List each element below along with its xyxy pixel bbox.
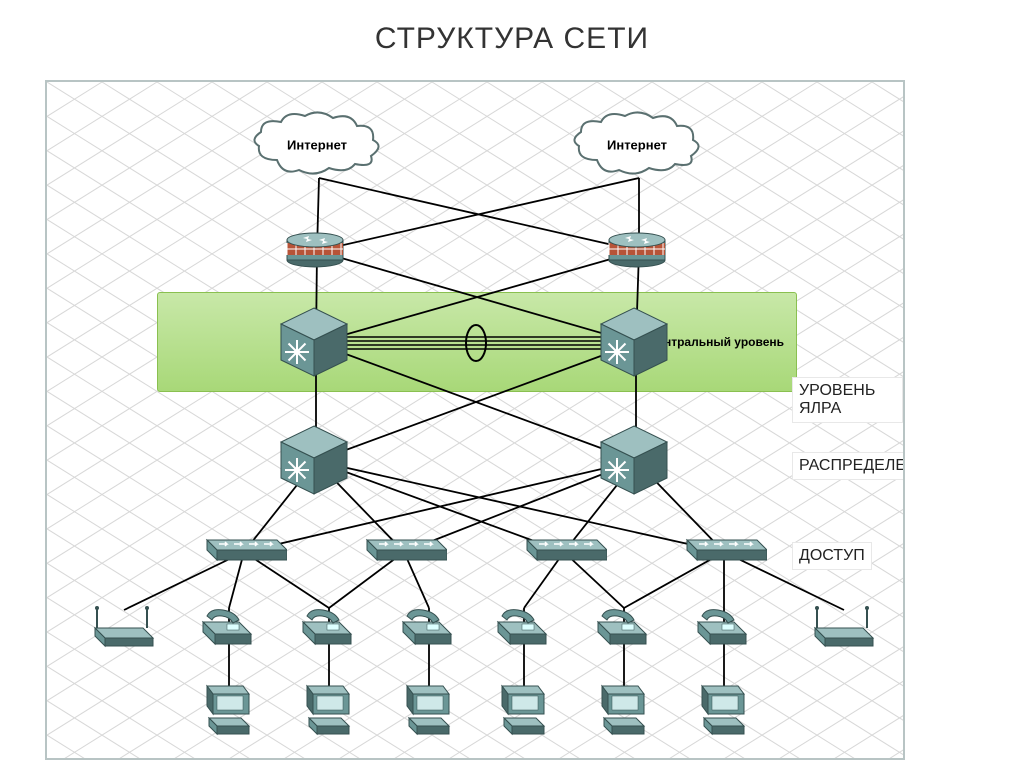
ip-phone-5 [592, 602, 652, 650]
layer-label-core: УРОВЕНЬ ЯЛРА [792, 377, 903, 423]
access-switch-2 [357, 536, 447, 564]
pc-1 [199, 682, 255, 738]
access-switch-1 [197, 536, 287, 564]
firewall-right [607, 230, 667, 268]
ip-phone-1 [197, 602, 257, 650]
distribution-switch-left [277, 422, 351, 496]
layer-label-access: ДОСТУП [792, 542, 872, 570]
access-switch-3 [517, 536, 607, 564]
wireless-ap-right [807, 604, 877, 648]
pc-5 [594, 682, 650, 738]
distribution-switch-right [597, 422, 671, 496]
pc-2 [299, 682, 355, 738]
perspective-grid [47, 82, 905, 760]
core-switch-left [277, 304, 351, 378]
ip-phone-6 [692, 602, 752, 650]
access-switch-4 [677, 536, 767, 564]
pc-6 [694, 682, 750, 738]
ip-phone-2 [297, 602, 357, 650]
internet-cloud-right: Интернет [567, 110, 707, 180]
ip-phone-3 [397, 602, 457, 650]
firewall-left [285, 230, 345, 268]
wireless-ap-left [87, 604, 157, 648]
pc-4 [494, 682, 550, 738]
core-layer-band: Центральный уровень [157, 292, 797, 392]
diagram-canvas: Центральный уровень Интернет Интернет УР… [45, 80, 905, 760]
pc-3 [399, 682, 455, 738]
layer-label-distribution: РАСПРЕДЕЛЕНИЕ [792, 452, 905, 480]
cloud-label-left: Интернет [287, 138, 347, 153]
core-switch-right [597, 304, 671, 378]
cloud-label-right: Интернет [607, 138, 667, 153]
page-title: СТРУКТУРА СЕТИ [0, 22, 1024, 56]
internet-cloud-left: Интернет [247, 110, 387, 180]
ip-phone-4 [492, 602, 552, 650]
